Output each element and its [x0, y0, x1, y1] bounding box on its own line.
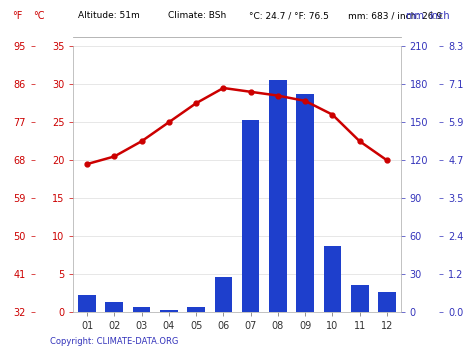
Text: mm: 683 / inch: 26.9: mm: 683 / inch: 26.9: [348, 11, 443, 21]
Bar: [78, 295, 96, 312]
Text: mm: mm: [405, 11, 424, 21]
Bar: [133, 307, 150, 312]
Text: Altitude: 51m: Altitude: 51m: [78, 11, 140, 21]
Bar: [106, 302, 123, 312]
Text: inch: inch: [429, 11, 450, 21]
Bar: [215, 277, 232, 312]
Text: °F: °F: [12, 11, 22, 21]
Bar: [242, 120, 259, 312]
Text: °C: 24.7 / °F: 76.5: °C: 24.7 / °F: 76.5: [249, 11, 329, 21]
Bar: [160, 310, 178, 312]
Bar: [378, 292, 396, 312]
Text: Copyright: CLIMATE-DATA.ORG: Copyright: CLIMATE-DATA.ORG: [50, 337, 178, 346]
Bar: [187, 307, 205, 312]
Text: Climate: BSh: Climate: BSh: [168, 11, 227, 21]
Bar: [324, 246, 341, 312]
Bar: [296, 94, 314, 312]
Text: °C: °C: [33, 11, 45, 21]
Bar: [351, 284, 368, 312]
Bar: [269, 80, 287, 312]
